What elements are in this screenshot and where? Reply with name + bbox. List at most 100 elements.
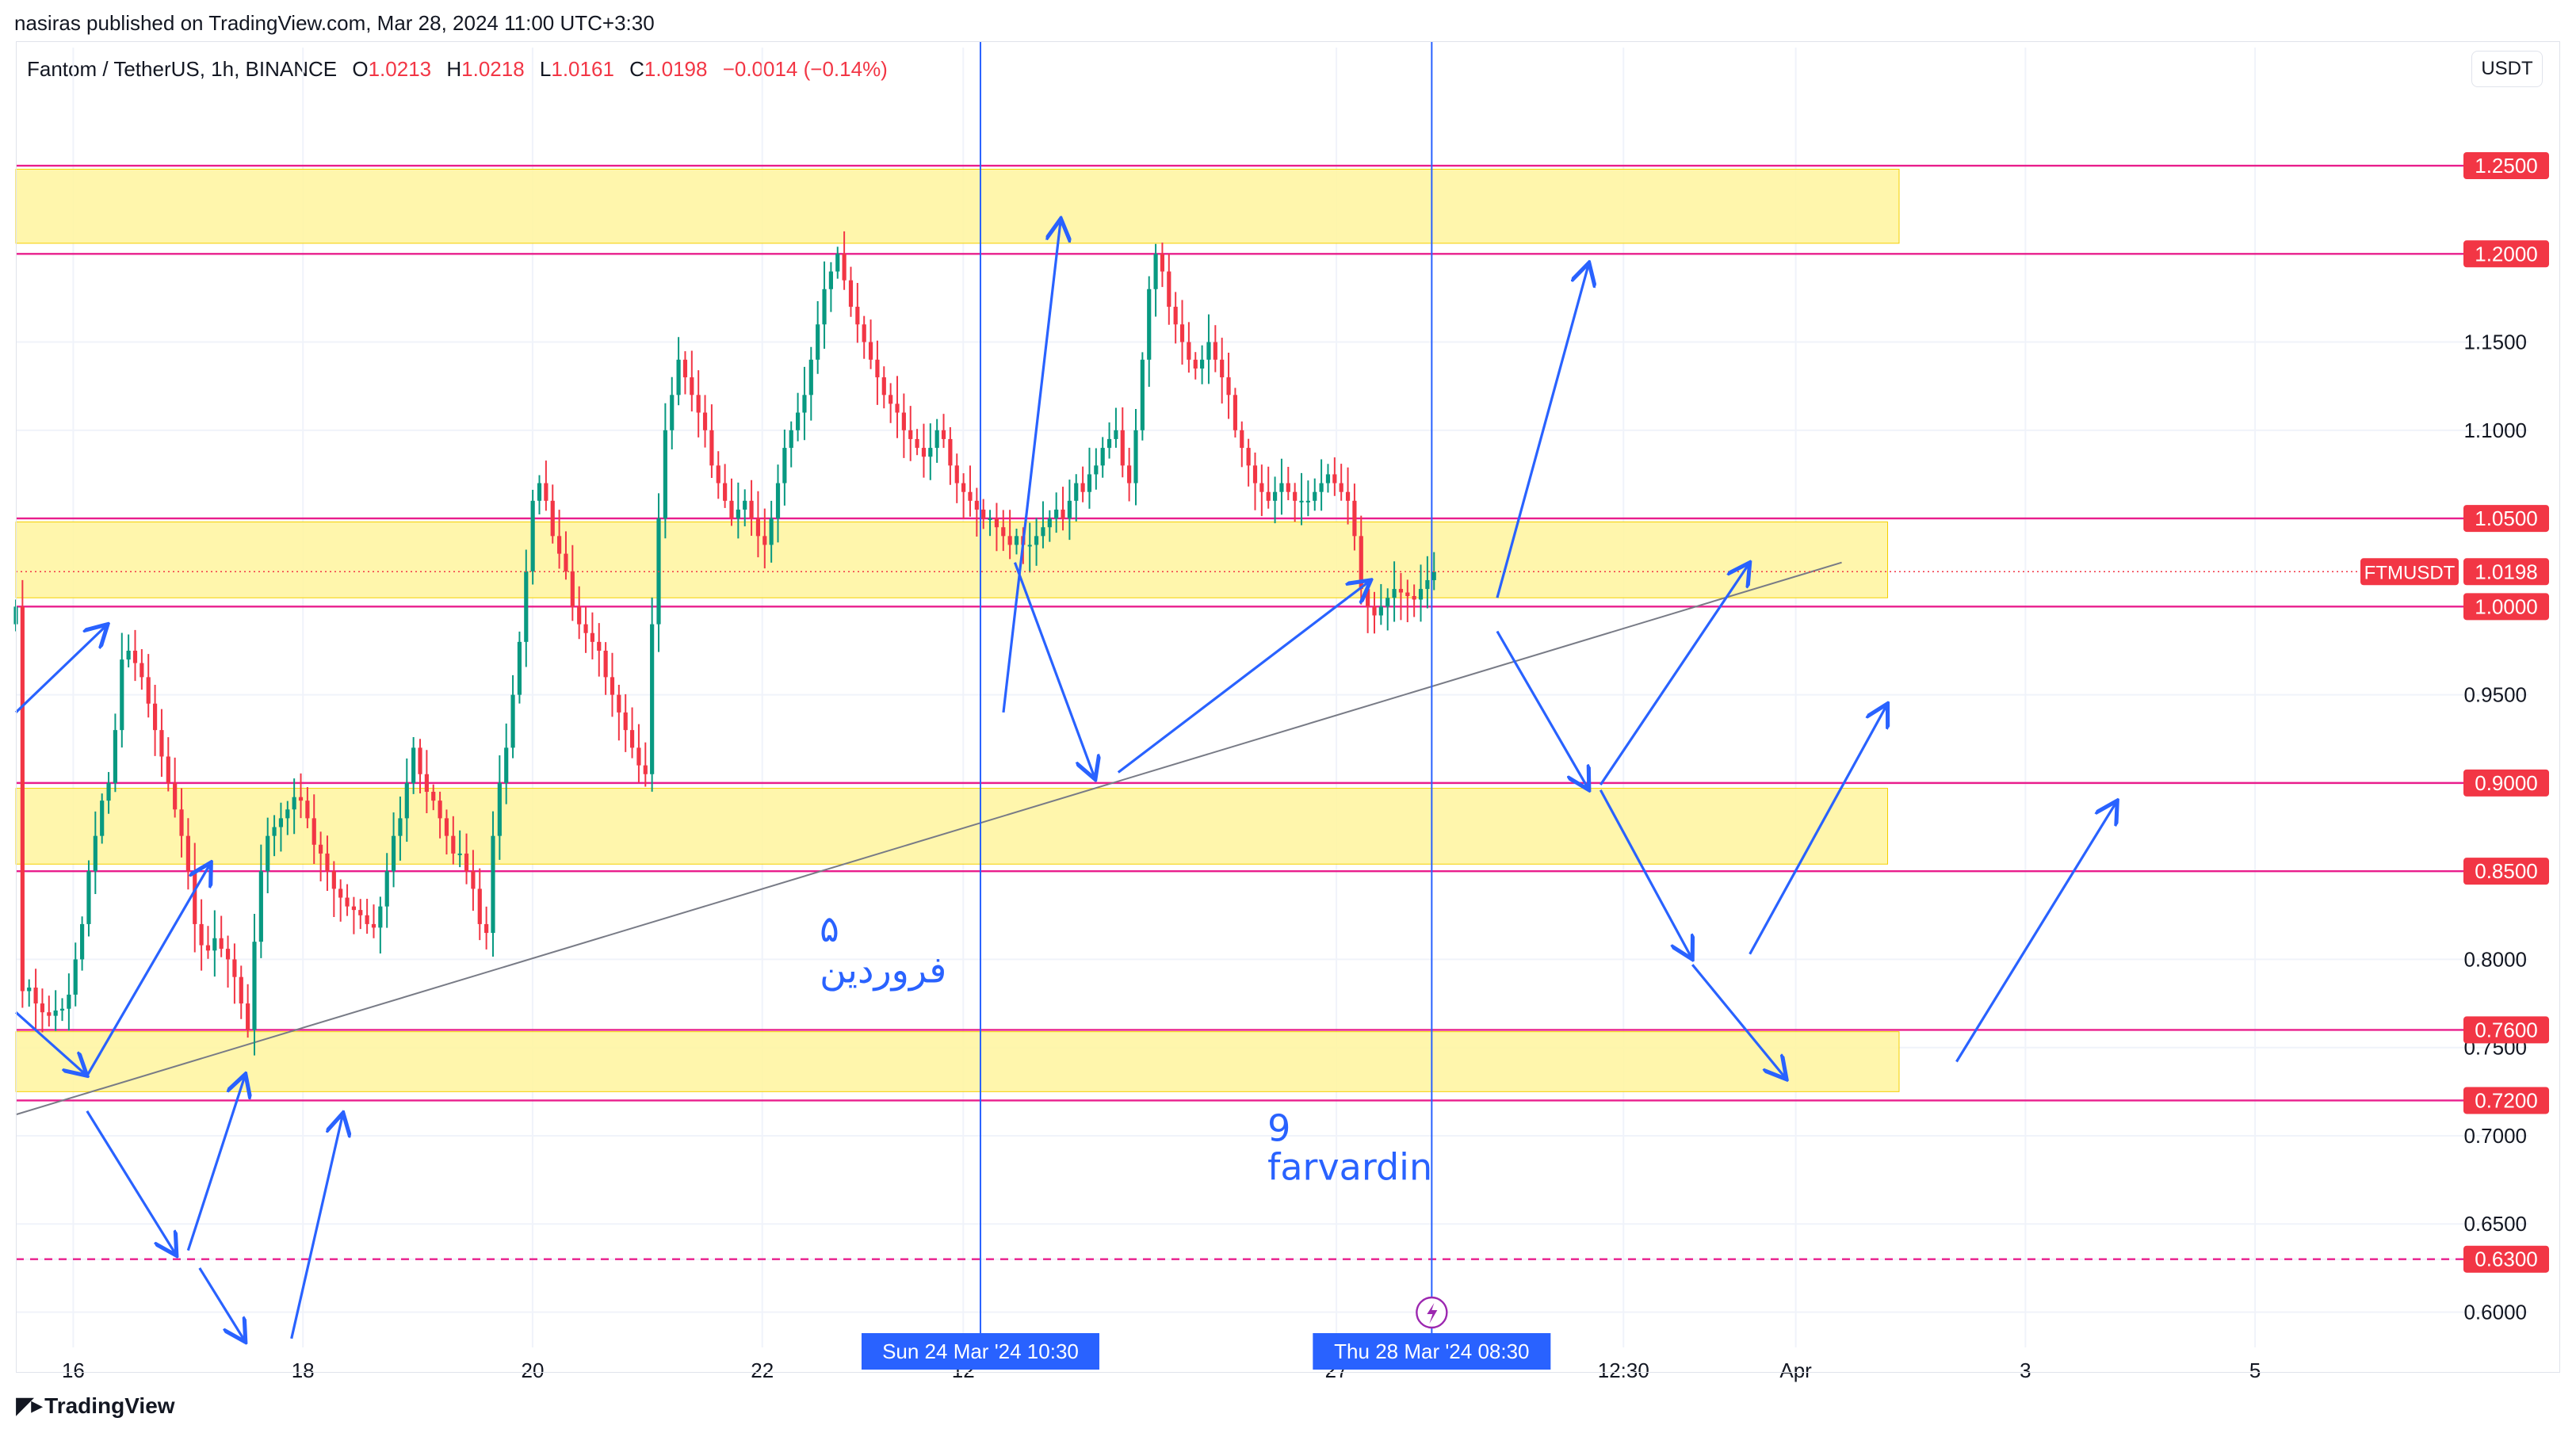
trendline (15, 561, 1842, 1116)
candle-body (411, 747, 416, 783)
bolt-glyph (1427, 1303, 1438, 1324)
candle-body (961, 483, 966, 492)
candle-body (1074, 483, 1079, 501)
candle-body (1007, 536, 1012, 545)
candle-body (438, 801, 442, 819)
candle-body (1319, 483, 1324, 492)
price-zone (15, 1031, 1900, 1092)
y-axis-tick-label: 0.6500 (2463, 1212, 2527, 1236)
candle-body (889, 395, 893, 404)
candle-body (100, 801, 105, 836)
candle-body (166, 756, 170, 783)
candle-body (623, 712, 628, 731)
candle-body (1106, 438, 1112, 449)
x-axis-tick-label: 18 (292, 1358, 315, 1382)
level-price-label: 1.2000 (2475, 242, 2538, 266)
candle-body (53, 1010, 58, 1016)
candle-body (384, 871, 389, 907)
candle-body (1080, 483, 1085, 492)
open-value: 1.0213 (368, 57, 432, 81)
candle-body (670, 395, 675, 430)
candle-body (504, 747, 509, 783)
candle-body (113, 730, 118, 783)
candle-body (47, 1012, 52, 1016)
candle-body (968, 491, 973, 501)
last-price-label: 1.0198 (2475, 560, 2538, 583)
candle-body (577, 606, 582, 625)
candle-body (185, 835, 190, 872)
candle-body (1140, 359, 1145, 430)
candle-body (239, 976, 243, 1004)
projection-arrow (1496, 630, 1589, 790)
tradingview-logo[interactable]: ◤▸ TradingView (16, 1392, 175, 1420)
candle-body (597, 641, 602, 651)
candle-body (212, 938, 217, 951)
close-value: 1.0198 (644, 57, 708, 81)
chart-annotation-text: ۵ (820, 908, 839, 950)
chart-annotation-text: 9 (1267, 1107, 1290, 1150)
candle-body (1027, 545, 1032, 547)
candle-body (325, 853, 330, 872)
candle-body (755, 518, 761, 537)
candle-body (544, 483, 548, 501)
candle-body (464, 853, 469, 872)
x-axis-tick-label: 16 (62, 1358, 85, 1382)
projection-arrow (290, 1113, 343, 1339)
crosshair-time-label: Sun 24 Mar '24 10:30 (882, 1339, 1079, 1363)
candle-body (1352, 500, 1357, 537)
price-zone (15, 522, 1889, 598)
projection-arrow (1691, 964, 1787, 1080)
candle-body (1412, 596, 1416, 600)
candle-body (988, 518, 992, 521)
candle-body (796, 412, 801, 430)
candle-body (1054, 509, 1059, 519)
projection-arrow (14, 625, 108, 714)
candle-body (1272, 491, 1278, 501)
tradingview-brand: TradingView (44, 1393, 175, 1418)
candle-body (1385, 598, 1390, 607)
candle-body (1160, 254, 1165, 272)
candle-body (1418, 589, 1424, 600)
candle-body (583, 624, 588, 633)
projection-arrow (1955, 801, 2117, 1063)
candle-body (86, 871, 91, 924)
candle-body (1286, 483, 1290, 492)
candle-body (193, 871, 197, 924)
candle-body (974, 500, 979, 510)
crosshair-time-label: Thu 28 Mar '24 08:30 (1334, 1339, 1529, 1363)
candle-body (696, 395, 701, 413)
candle-body (749, 500, 754, 519)
candle-body (1313, 491, 1317, 501)
candle-body (862, 324, 866, 342)
currency-button[interactable]: USDT (2471, 51, 2543, 87)
candle-body (868, 342, 873, 360)
level-price-label: 1.0000 (2475, 594, 2538, 618)
projection-arrow (1599, 789, 1692, 960)
candle-body (278, 818, 284, 827)
candle-body (808, 359, 813, 396)
y-axis-tick-label: 1.1500 (2463, 331, 2527, 354)
candle-body (477, 888, 482, 924)
candle-body (292, 797, 296, 810)
low-label: L (539, 57, 552, 81)
candle-body (252, 942, 257, 1030)
y-axis-tick-label: 1.1000 (2463, 418, 2527, 442)
projection-arrow (1013, 562, 1095, 780)
level-price-label: 0.8500 (2475, 859, 2538, 883)
candle-body (1392, 589, 1397, 598)
candle-body (881, 377, 886, 396)
candle-body (1014, 536, 1019, 545)
candle-body (1179, 324, 1185, 342)
candle-body (908, 430, 913, 439)
candle-body (822, 289, 827, 325)
candle-body (120, 659, 124, 731)
candle-body (358, 910, 363, 915)
candle-body (199, 923, 204, 946)
candle-body (345, 897, 350, 907)
candle-body (272, 827, 277, 836)
candle-body (1279, 483, 1284, 492)
candle-body (743, 500, 747, 510)
candle-body (331, 871, 336, 889)
candle-body (550, 500, 555, 537)
